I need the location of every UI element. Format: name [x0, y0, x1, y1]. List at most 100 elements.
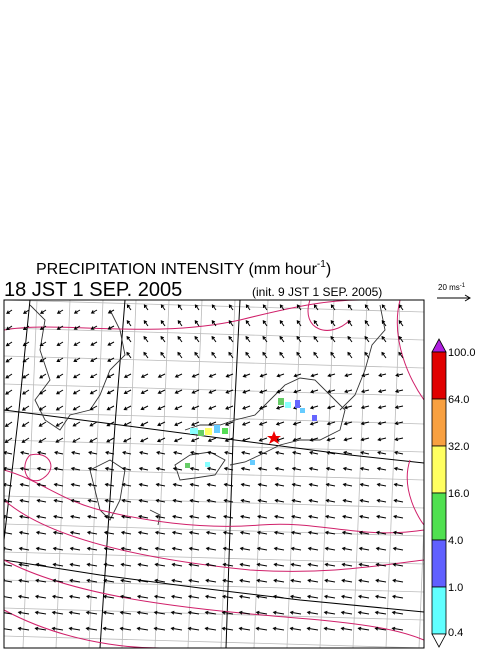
wind-arrow — [36, 514, 47, 519]
wind-arrow — [160, 320, 166, 327]
wind-arrow — [377, 405, 387, 410]
wind-arrow — [392, 530, 404, 535]
wind-arrow — [343, 437, 353, 442]
wind-arrow — [4, 466, 13, 471]
wind-arrow — [325, 514, 336, 519]
wind-arrow — [4, 421, 13, 427]
wind-arrow — [259, 373, 268, 378]
wind-arrow — [187, 626, 200, 631]
wind-arrow — [223, 482, 234, 487]
wind-arrow — [375, 562, 387, 567]
wind-arrow — [102, 594, 115, 599]
wind-arrow — [394, 405, 404, 410]
wind-arrow — [273, 546, 285, 551]
wind-arrow — [313, 304, 319, 311]
wind-arrow — [103, 530, 115, 535]
grid-line — [4, 523, 424, 537]
wind-arrow — [194, 320, 200, 327]
wind-arrow — [307, 578, 319, 583]
wind-arrow — [224, 450, 234, 455]
wind-arrow — [360, 450, 370, 455]
wind-arrow — [207, 450, 217, 455]
wind-arrow — [323, 610, 336, 615]
wind-arrow — [324, 578, 336, 583]
wind-arrow — [347, 351, 353, 359]
wind-arrow — [204, 594, 217, 599]
vector-legend-superscript: -1 — [460, 283, 466, 289]
wind-arrow — [51, 626, 64, 631]
wind-arrow — [245, 320, 251, 327]
wind-arrow — [326, 437, 336, 442]
wind-arrow — [172, 498, 183, 503]
wind-arrow — [241, 437, 251, 442]
wind-arrow — [157, 405, 166, 410]
wind-arrow — [239, 530, 251, 535]
wind-arrow — [272, 626, 285, 631]
wind-arrow — [106, 437, 115, 443]
wind-arrow — [126, 335, 132, 343]
wind-arrow — [157, 421, 166, 427]
wind-arrow — [257, 482, 268, 487]
wind-arrow — [177, 304, 183, 311]
wind-arrow — [381, 304, 387, 311]
wind-arrow — [238, 626, 251, 631]
wind-arrow — [138, 514, 149, 519]
wind-arrow — [306, 626, 319, 631]
wind-arrow — [206, 498, 217, 503]
wind-arrow — [289, 610, 302, 615]
wind-arrow — [104, 498, 115, 503]
grid-line — [22, 300, 38, 648]
contours — [4, 300, 424, 648]
wind-arrow — [5, 357, 13, 363]
wind-arrow — [398, 335, 404, 343]
wind-arrow — [208, 421, 217, 426]
wind-arrow — [381, 351, 387, 359]
wind-arrow — [106, 373, 115, 378]
valid-time: 18 JST 1 SEP. 2005 — [4, 279, 182, 301]
wind-arrow — [255, 594, 268, 599]
wind-arrow — [56, 357, 64, 362]
wind-arrow — [22, 373, 30, 379]
wind-arrow — [205, 578, 217, 583]
wind-arrow — [342, 498, 353, 503]
wind-arrow — [377, 437, 387, 442]
wind-arrow — [257, 466, 268, 471]
wind-arrow — [22, 309, 30, 314]
wind-arrow — [18, 562, 30, 567]
wind-arrow — [4, 626, 13, 631]
wind-arrow — [53, 498, 64, 503]
wind-arrow — [143, 351, 149, 359]
wind-arrow — [205, 530, 217, 535]
wind-arrow — [56, 373, 64, 379]
wind-arrow — [206, 482, 217, 487]
wind-arrow — [19, 466, 30, 471]
wind-arrow — [308, 482, 319, 487]
wind-arrow — [154, 578, 166, 583]
wind-arrow — [391, 610, 404, 615]
location-star — [267, 431, 281, 444]
wind-arrow — [51, 610, 64, 615]
wind-arrow — [340, 626, 353, 631]
wind-arrow — [279, 351, 285, 359]
wind-arrow — [240, 498, 251, 503]
wind-vectors — [4, 304, 404, 631]
wind-arrow — [34, 610, 47, 615]
wind-arrow — [211, 335, 217, 343]
wind-arrow — [228, 304, 234, 311]
wind-arrow — [153, 626, 166, 631]
wind-arrow — [239, 578, 251, 583]
wind-arrow — [21, 421, 30, 427]
wind-arrow — [103, 562, 115, 567]
wind-arrow — [107, 341, 115, 346]
wind-arrow — [325, 482, 336, 487]
wind-arrow — [188, 562, 200, 567]
colorbar-label: 1.0 — [448, 582, 463, 594]
wind-arrow — [51, 594, 64, 599]
wind-arrow — [256, 578, 268, 583]
map-frame — [3, 299, 425, 649]
wind-arrow — [279, 304, 285, 311]
wind-arrow — [90, 341, 98, 346]
wind-arrow — [4, 498, 13, 503]
wind-arrow — [5, 405, 13, 411]
wind-arrow — [242, 373, 251, 378]
